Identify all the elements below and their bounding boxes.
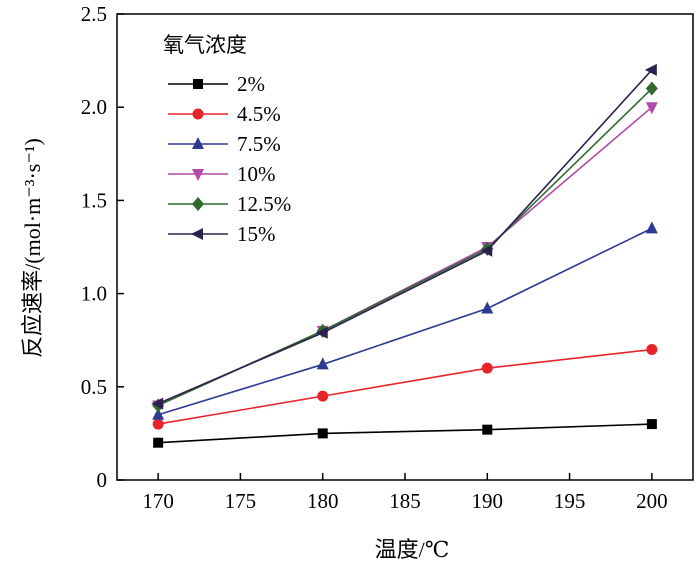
data-point <box>481 362 493 374</box>
data-point <box>482 424 493 435</box>
legend-label: 7.5% <box>237 132 281 156</box>
y-tick-label: 2.0 <box>81 95 107 119</box>
x-tick-label: 180 <box>307 489 339 513</box>
data-point <box>645 102 658 115</box>
data-point <box>646 344 658 356</box>
data-point <box>646 419 657 430</box>
x-axis-title: 温度/℃ <box>375 537 450 562</box>
series-group <box>151 63 658 448</box>
data-point <box>317 390 329 402</box>
data-point <box>480 244 493 257</box>
legend-marker <box>192 108 204 120</box>
legend-item: 10% <box>168 162 276 186</box>
y-tick-label: 1.5 <box>81 188 107 212</box>
legend-label: 2% <box>237 72 265 96</box>
legend-title: 氧气浓度 <box>163 33 247 57</box>
y-tick-label: 0 <box>97 468 108 492</box>
x-tick-label: 200 <box>636 489 668 513</box>
legend-item: 7.5% <box>168 132 281 156</box>
legend-marker <box>191 228 203 240</box>
x-tick-label: 190 <box>472 489 504 513</box>
y-axis-title: 反应速率/(mol·m⁻³·s⁻¹) <box>20 138 45 358</box>
y-tick-label: 0.5 <box>81 375 107 399</box>
series-10% <box>152 102 658 413</box>
series-line <box>157 227 653 416</box>
series-15% <box>151 63 657 410</box>
series-12.5% <box>152 81 658 413</box>
x-tick-label: 170 <box>142 489 174 513</box>
data-point <box>151 397 164 410</box>
legend-marker <box>192 197 204 211</box>
legend-label: 10% <box>237 162 276 186</box>
data-point <box>153 437 164 448</box>
legend-label: 4.5% <box>237 102 281 126</box>
legend-item: 4.5% <box>168 102 281 126</box>
data-point <box>316 357 329 370</box>
series-7.5% <box>152 221 658 420</box>
series-line <box>158 348 652 425</box>
legend-label: 12.5% <box>237 192 291 216</box>
legend-marker <box>193 79 203 89</box>
data-point <box>152 407 165 420</box>
legend-label: 15% <box>237 222 276 246</box>
series-2% <box>153 419 657 448</box>
x-tick-label: 195 <box>554 489 586 513</box>
legend-marker <box>192 137 204 149</box>
data-point <box>645 81 658 96</box>
x-tick-label: 175 <box>225 489 257 513</box>
data-point <box>644 63 657 76</box>
data-point <box>152 418 164 430</box>
axes: 170 175 180 185 190 195 200 0 0.5 1.0 1.5 2.0 2.5 <box>81 2 694 513</box>
y-tick-label: 1.0 <box>81 282 107 306</box>
series-4.5% <box>152 344 658 430</box>
y-tick-label: 2.5 <box>81 2 107 26</box>
legend-item: 15% <box>168 222 276 246</box>
legend: 氧气浓度 2% 4.5% 7.5% 10% 12.5% 15% <box>163 33 291 246</box>
data-point <box>481 301 494 314</box>
data-point <box>645 221 658 234</box>
series-line <box>157 69 653 405</box>
legend-marker <box>192 169 204 181</box>
series-line <box>158 423 652 444</box>
data-point <box>315 326 328 339</box>
x-tick-label: 185 <box>389 489 421 513</box>
legend-item: 12.5% <box>168 192 291 216</box>
data-point <box>317 428 328 439</box>
legend-item: 2% <box>168 72 265 96</box>
